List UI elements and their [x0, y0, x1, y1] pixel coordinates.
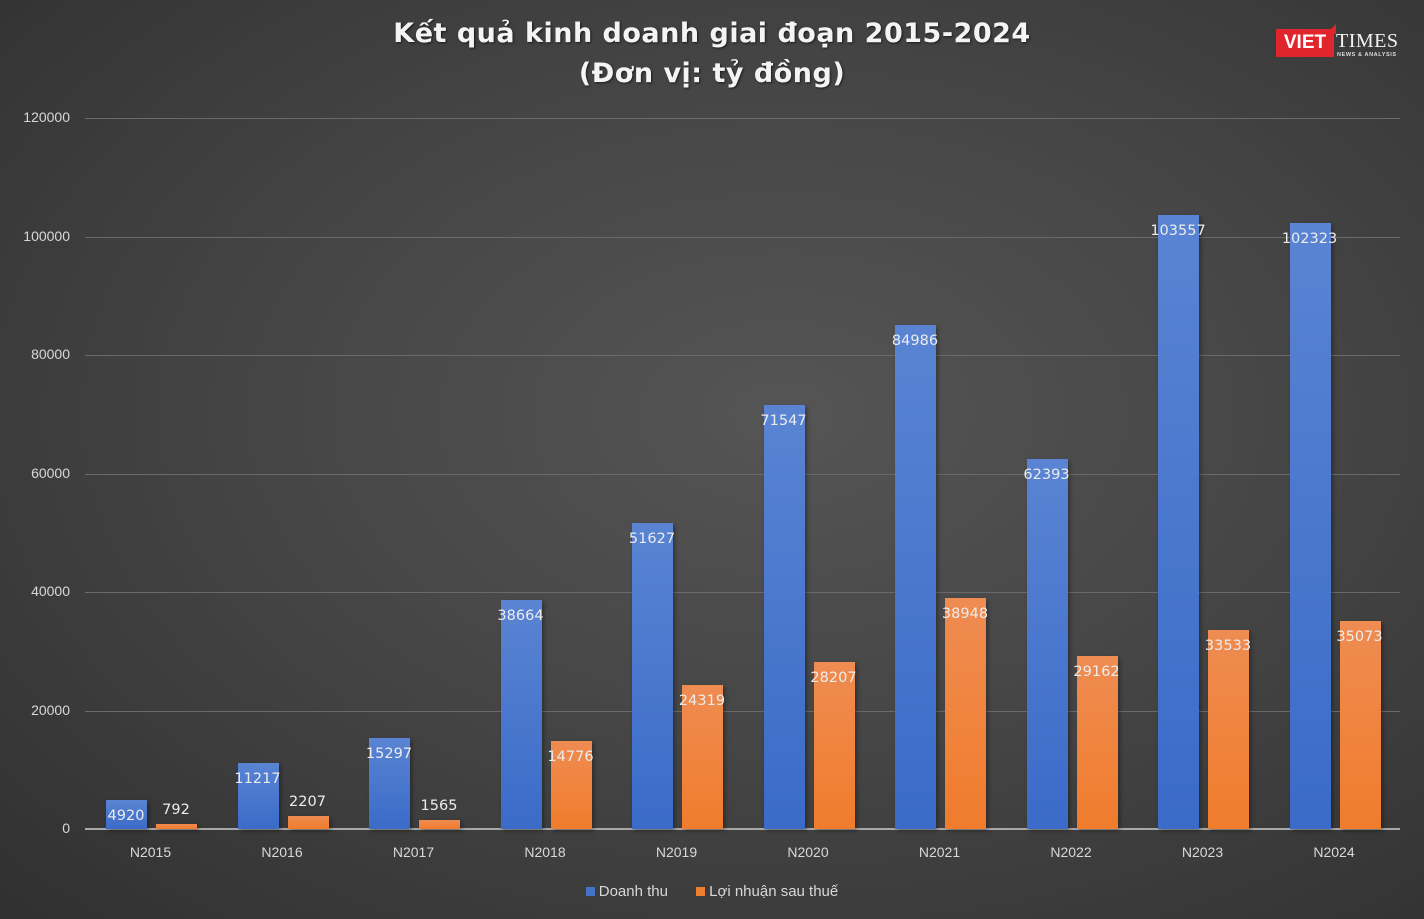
chart-title-line2: (Đơn vị: tỷ đồng) — [578, 58, 846, 89]
logo-tagline: NEWS & ANALYSIS — [1337, 52, 1397, 58]
legend-item-profit: Lợi nhuận sau thuế — [696, 883, 838, 900]
gridline — [85, 236, 1400, 238]
y-tick-label: 80000 — [31, 346, 70, 362]
y-tick-label: 100000 — [23, 227, 70, 244]
bar-revenue — [763, 405, 805, 829]
viettimes-logo: VIET TIMES NEWS & ANALYSIS — [1276, 24, 1406, 64]
x-category-label: N2016 — [261, 844, 303, 860]
legend-label-revenue: Doanh thu — [598, 883, 668, 900]
plot-area: 4920 792 N2015 11217 2207 N2016 15297 1565 N2017… — [85, 118, 1400, 860]
data-label-profit: 792 — [162, 802, 190, 819]
bar-revenue — [369, 738, 410, 829]
data-label-profit: 28207 — [810, 669, 857, 686]
x-category-label: N2024 — [1313, 844, 1355, 860]
x-axis-line — [85, 828, 1400, 830]
y-tick-label: 40000 — [31, 583, 70, 599]
gridline — [85, 592, 1400, 593]
y-tick-label: 60000 — [31, 464, 70, 481]
bar-profit — [1076, 656, 1118, 829]
data-label-profit: 2207 — [289, 793, 326, 810]
y-tick-label: 120000 — [23, 109, 70, 125]
gridline — [85, 355, 1400, 356]
bar-profit — [156, 824, 197, 829]
data-label-profit: 35073 — [1336, 629, 1383, 646]
bar-revenue — [500, 599, 542, 829]
data-label-profit: 24319 — [678, 692, 726, 709]
logo-times: TIMES — [1336, 30, 1399, 52]
x-category-label: N2022 — [1050, 844, 1092, 860]
chart-title-line1: Kết quả kinh doanh giai đoạn 2015-2024 — [393, 18, 1031, 49]
bar-profit — [682, 684, 723, 829]
x-category-label: N2018 — [524, 844, 566, 860]
x-category-label: N2021 — [918, 844, 961, 860]
bar-revenue — [1158, 215, 1199, 829]
chart-title: Kết quả kinh doanh giai đoạn 2015-2024 (… — [0, 14, 1424, 94]
bar-revenue — [106, 799, 147, 829]
bar-profit — [287, 815, 329, 829]
x-category-label: N2017 — [392, 844, 435, 860]
data-label-profit: 14776 — [547, 749, 594, 766]
bar-profit — [1208, 630, 1249, 829]
data-label-revenue: 103557 — [1150, 223, 1206, 240]
y-tick-label: 0 — [62, 820, 70, 836]
data-label-revenue: 71547 — [760, 413, 807, 430]
y-tick-label: 20000 — [31, 701, 70, 718]
bar-profit — [813, 661, 855, 829]
bar-revenue — [1289, 222, 1331, 829]
data-label-revenue: 51627 — [628, 531, 676, 548]
gridline — [85, 473, 1400, 475]
data-label-profit: 33533 — [1204, 638, 1252, 655]
data-label-revenue: 102323 — [1281, 230, 1338, 247]
bar-revenue — [895, 325, 936, 829]
legend-swatch-revenue-icon — [585, 887, 595, 896]
data-label-revenue: 38664 — [497, 607, 544, 624]
data-label-revenue: 4920 — [107, 807, 145, 824]
data-label-revenue: 84986 — [891, 333, 939, 350]
legend: Doanh thu Lợi nhuận sau thuế — [0, 883, 1424, 900]
logo-viet: VIET — [1276, 29, 1334, 57]
bar-profit — [1339, 621, 1381, 829]
bar-profit — [550, 741, 592, 829]
bar-profit — [945, 598, 986, 829]
x-category-label: N2020 — [787, 844, 829, 860]
legend-swatch-profit-icon — [696, 887, 706, 896]
bar-profit — [419, 819, 460, 829]
gridline — [85, 118, 1400, 119]
data-label-profit: 38948 — [941, 606, 989, 623]
legend-label-profit: Lợi nhuận sau thuế — [709, 883, 839, 900]
x-category-label: N2019 — [655, 844, 698, 860]
data-label-revenue: 62393 — [1023, 467, 1070, 484]
gridline — [85, 710, 1400, 712]
legend-item-revenue: Doanh thu — [585, 883, 668, 900]
bar-revenue — [237, 762, 279, 829]
bar-revenue — [1026, 459, 1068, 829]
x-category-label: N2015 — [129, 844, 172, 860]
x-category-label: N2023 — [1181, 844, 1224, 860]
data-label-revenue: 15297 — [365, 746, 413, 763]
bar-revenue — [632, 523, 673, 829]
data-label-profit: 1565 — [420, 797, 458, 814]
data-label-revenue: 11217 — [234, 770, 281, 787]
data-label-profit: 29162 — [1073, 664, 1120, 681]
